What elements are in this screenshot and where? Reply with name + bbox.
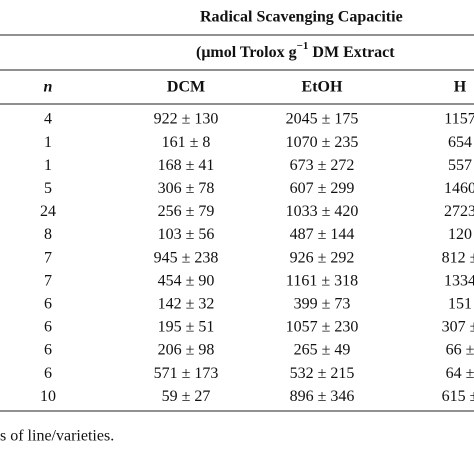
cell: 615 ± <box>442 388 474 405</box>
cell: 4 <box>44 111 52 128</box>
cell: 151 <box>448 295 472 312</box>
cell: 487 ± 144 <box>290 226 355 243</box>
subtitle-sup: −1 <box>297 40 309 52</box>
cell: 1070 ± 235 <box>286 134 359 151</box>
cell: 24 <box>40 203 56 220</box>
cell: 66 ± <box>446 342 474 359</box>
cell: 2723 <box>444 203 474 220</box>
cell: 307 ± <box>442 319 474 336</box>
cell: 7 <box>44 249 52 266</box>
cell: 59 ± 27 <box>162 388 211 405</box>
cell: 206 ± 98 <box>158 342 215 359</box>
subtitle-text: (μmol Trolox g <box>196 44 297 61</box>
cell: 945 ± 238 <box>154 249 219 266</box>
table-title: Radical Scavenging Capacitie <box>200 9 403 26</box>
cell: 896 ± 346 <box>290 388 355 405</box>
column-header: DCM <box>167 79 205 96</box>
cell: 6 <box>44 295 52 312</box>
cell: 64 ± <box>446 365 474 382</box>
cell: 1157 <box>444 111 474 128</box>
cell: 399 ± 73 <box>294 295 351 312</box>
cell: 557 <box>448 157 472 174</box>
cell: 454 ± 90 <box>158 272 215 289</box>
cell: 8 <box>44 226 52 243</box>
footnote: s of line/varieties. <box>0 428 114 445</box>
column-header: H <box>454 79 467 96</box>
cell: 120 <box>448 226 472 243</box>
cell: 161 ± 8 <box>162 134 211 151</box>
cell: 256 ± 79 <box>158 203 215 220</box>
cell: 812 ± <box>442 249 474 266</box>
cell: 142 ± 32 <box>158 295 215 312</box>
cell: 922 ± 130 <box>154 111 219 128</box>
cell: 6 <box>44 342 52 359</box>
cell: 926 ± 292 <box>290 249 355 266</box>
cell: 1 <box>44 134 52 151</box>
cell: 6 <box>44 365 52 382</box>
cell: 5 <box>44 180 52 197</box>
cell: 195 ± 51 <box>158 319 215 336</box>
column-header: n <box>44 79 53 96</box>
cell: 1334 <box>444 272 474 289</box>
cell: 7 <box>44 272 52 289</box>
cell: 168 ± 41 <box>158 157 215 174</box>
cell: 1161 ± 318 <box>286 272 358 289</box>
cell: 607 ± 299 <box>290 180 355 197</box>
cell: 654 <box>448 134 472 151</box>
cell: 571 ± 173 <box>154 365 219 382</box>
cell: 265 ± 49 <box>294 342 351 359</box>
cell: 10 <box>40 388 56 405</box>
cell: 2045 ± 175 <box>286 111 359 128</box>
cell: 103 ± 56 <box>158 226 215 243</box>
cell: 532 ± 215 <box>290 365 355 382</box>
cell: 1460 <box>444 180 474 197</box>
cell: 1033 ± 420 <box>286 203 359 220</box>
subtitle-text: DM Extract <box>308 44 395 61</box>
cell: 6 <box>44 319 52 336</box>
column-header: EtOH <box>302 79 343 96</box>
cell: 673 ± 272 <box>290 157 355 174</box>
cell: 306 ± 78 <box>158 180 215 197</box>
cell: 1 <box>44 157 52 174</box>
cell: 1057 ± 230 <box>286 319 359 336</box>
table-subtitle: (μmol Trolox g−1 DM Extract <box>196 40 395 61</box>
